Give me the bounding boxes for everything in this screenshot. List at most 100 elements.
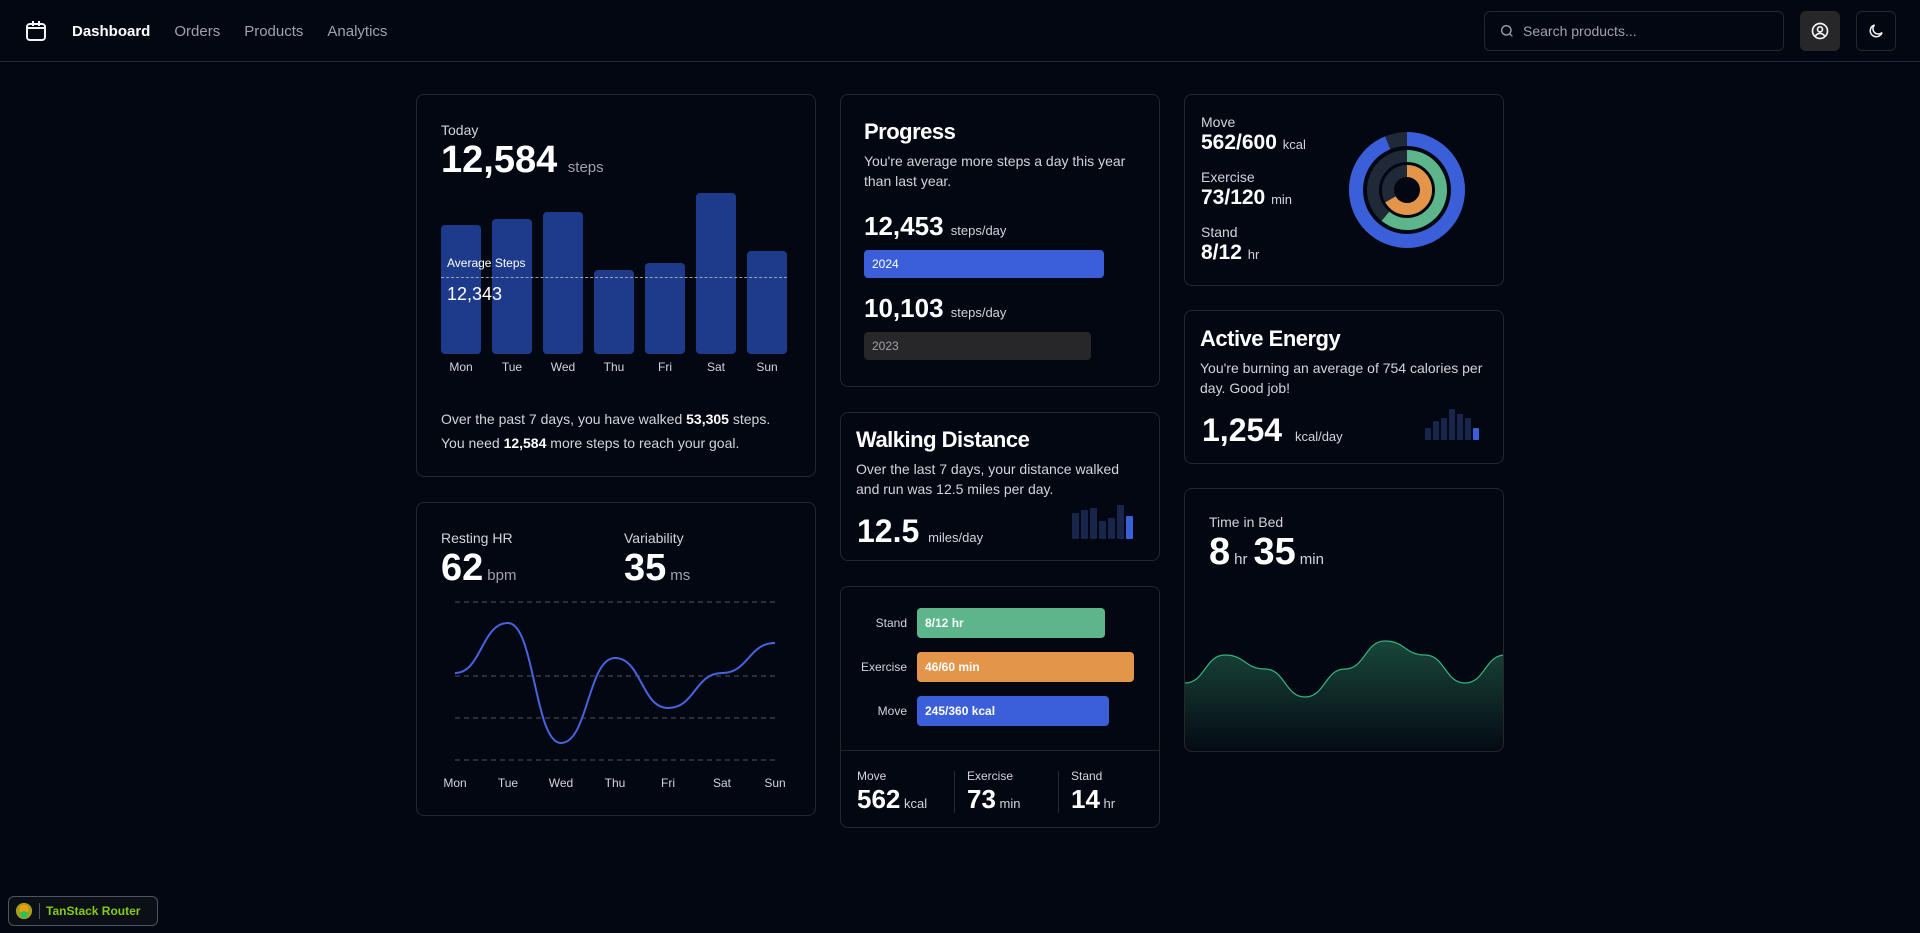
hr-day-label: Thu [605,776,626,790]
variability-number: 35 [624,547,667,589]
exercise-label: Exercise [1201,169,1255,185]
progress-description: You're average more steps a day this yea… [864,153,1126,189]
bed-minutes: 35 [1253,531,1296,573]
nav-orders[interactable]: Orders [174,22,221,40]
mini-bar [1449,408,1455,440]
exercise-value: 73/120 min [1201,186,1292,210]
steps-bar [747,251,787,354]
variability-unit: ms [670,567,691,584]
steps-day-label: Wed [550,360,576,374]
goal-text: You need [441,435,504,451]
goal-value: 12,584 [503,435,547,451]
package-icon[interactable] [24,19,48,43]
resting-hr-label: Resting HR [441,530,513,546]
devtools-label: TanStack Router [46,904,141,918]
previous-year-value: 10,103 [864,293,944,323]
summary-text: steps. [728,411,771,427]
nav-products[interactable]: Products [244,22,304,40]
stat-label: Move [857,769,887,783]
steps-summary: Over the past 7 days, you have walked 53… [441,407,801,455]
tanstack-devtools-button[interactable]: TanStack Router [8,896,158,926]
energy-number: 1,254 [1202,412,1283,448]
steps-day-label: Mon [449,360,473,374]
move-unit: kcal [1282,137,1306,152]
resting-hr-value: 62 bpm [441,547,516,590]
divider [39,903,40,919]
user-menu-button[interactable] [1800,11,1840,51]
steps-unit: steps [567,159,604,176]
bed-area [1185,641,1503,751]
bed-label: Time in Bed [1209,514,1284,530]
previous-year-steps: 10,103 steps/day [864,293,1006,324]
stat-number: 14 [1071,784,1100,814]
search-input[interactable] [1523,23,1763,39]
resting-hr-unit: bpm [487,567,517,584]
nav-dashboard[interactable]: Dashboard [72,22,151,40]
stat-label: Exercise [967,769,1014,783]
progress-card: Progress You're average more steps a day… [840,94,1160,387]
mini-bar [1108,518,1115,539]
energy-value: 1,254 kcal/day [1202,412,1343,449]
bed-hours-unit: hr [1234,551,1248,568]
summary-text: Over the past 7 days, you have walked [441,411,687,427]
steps-bar [492,219,532,354]
stat-value: 562 kcal [857,784,927,815]
divider [841,750,1159,751]
heart-rate-card: Resting HR 62 bpm Variability 35 ms Mon Tue… [416,502,816,816]
exercise-ring [1367,150,1447,230]
steps-bar [645,263,685,354]
mini-bar [1126,515,1133,539]
goal-bar: 46/60 min [917,652,1134,682]
goal-label: Stand [875,616,907,630]
mini-bar [1090,507,1097,539]
stat-unit: hr [1099,796,1116,811]
steps-label: Today [441,122,479,138]
steps-day-label: Thu [603,360,625,374]
current-year-value: 12,453 [864,211,944,241]
walking-distance-card: Walking Distance Over the last 7 days, y… [840,412,1160,561]
mini-bar [1425,428,1431,440]
stand-value: 8/12 hr [1201,241,1259,265]
steps-bar [696,193,736,354]
stat-divider [954,771,955,813]
hr-day-label: Sat [713,776,732,790]
mini-bar [1117,505,1124,539]
current-year-unit: steps/day [950,223,1007,238]
stand-unit: hr [1247,247,1260,262]
walking-description: Over the last 7 days, your distance walk… [856,461,1120,497]
time-in-bed-card: Time in Bed 8 hr 35 min [1184,488,1504,752]
search-icon [1501,25,1513,37]
walking-title: Walking Distance [856,427,1030,452]
goal-bar: 245/360 kcal [917,696,1109,726]
active-energy-card: Active Energy You're burning an average … [1184,310,1504,464]
heart-rate-line [454,621,776,745]
user-circle-icon [1811,22,1829,40]
steps-card: Today 12,584 steps Mon Tue Wed Thu Fri Sat Sun… [416,94,816,477]
moon-icon [1869,24,1883,38]
progress-bar-2024: 2024 [864,250,1104,278]
tanstack-logo-icon [15,902,33,920]
previous-year-unit: steps/day [950,305,1007,320]
search-box [1484,11,1784,51]
theme-toggle-button[interactable] [1856,11,1896,51]
goal-label: Move [877,704,907,718]
variability-value: 35 ms [624,547,690,590]
stat-value: 73 min [967,784,1020,815]
mini-bar [1072,513,1079,539]
average-line [441,277,787,278]
walking-number: 12.5 [857,513,920,549]
steps-day-label: Sun [756,360,778,374]
bed-line [1185,640,1503,698]
activity-card: Move 562/600 kcal Exercise 73/120 min St… [1184,94,1504,286]
nav-analytics[interactable]: Analytics [327,22,388,40]
steps-day-label: Tue [501,360,523,374]
mini-bar [1457,413,1463,440]
steps-bar [594,270,634,354]
bed-value: 8 hr 35 min [1209,531,1324,574]
hr-day-label: Wed [549,776,573,790]
heart-rate-line-chart: Mon Tue Wed Thu Fri Sat Sun [443,601,786,790]
steps-bar [543,212,583,354]
exercise-number: 73/120 [1201,186,1266,209]
stat-label: Stand [1071,769,1103,783]
mini-bar [1473,428,1479,440]
